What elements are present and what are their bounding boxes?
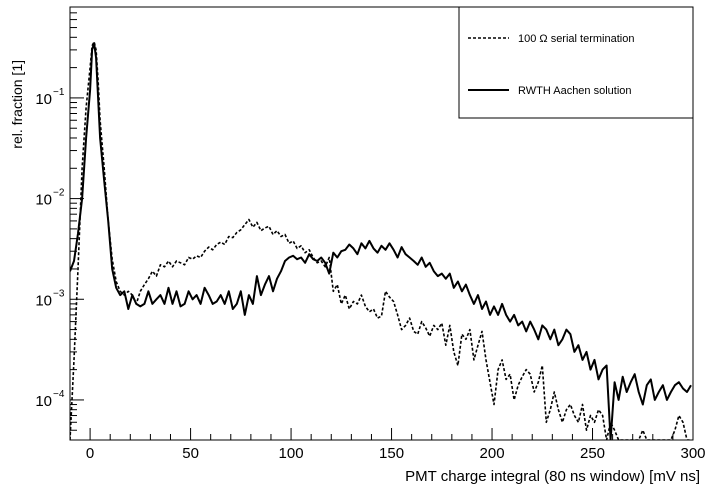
plot-frame [69,6,694,441]
x-axis-label: PMT charge integral (80 ns window) [mV n… [405,468,700,485]
y-tick-exponent: −1 [53,87,65,98]
y-axis: 10−410−310−210−1 [35,6,84,441]
series-100-ohm-termination [70,41,691,440]
series-rwth-aachen-solution [70,42,692,440]
y-tick-base: 10 [35,292,52,309]
plot-border [69,6,694,441]
x-tick-label: 200 [480,445,505,462]
x-tick-label: 50 [182,445,199,462]
legend: 100 Ω serial termination RWTH Aachen sol… [458,6,694,119]
legend-label-100-ohm: 100 Ω serial termination [518,33,634,45]
plot-area [70,41,692,440]
y-tick-label: 10 −1 [35,87,65,108]
y-tick-base: 10 [35,91,52,108]
y-tick-exponent: −3 [53,288,65,299]
x-axis: 0 50 100 150 200 250 300 [69,428,706,462]
legend-box [458,6,694,119]
y-axis-label: rel. fraction [1] [9,60,25,149]
x-tick-label: 0 [86,445,94,462]
legend-label-rwth: RWTH Aachen solution [518,85,632,97]
y-tick-exponent: −2 [53,188,65,199]
y-tick-base: 10 [35,393,52,410]
y-tick-exponent: −4 [53,389,65,400]
y-tick-label: 10 −2 [35,188,65,209]
x-tick-label: 250 [580,445,605,462]
y-tick-label: 10 −3 [35,288,65,309]
y-tick-base: 10 [35,192,52,209]
x-tick-label: 300 [680,445,705,462]
x-tick-label: 100 [279,445,304,462]
y-tick-label: 10 −4 [35,389,65,410]
x-tick-label: 150 [379,445,404,462]
